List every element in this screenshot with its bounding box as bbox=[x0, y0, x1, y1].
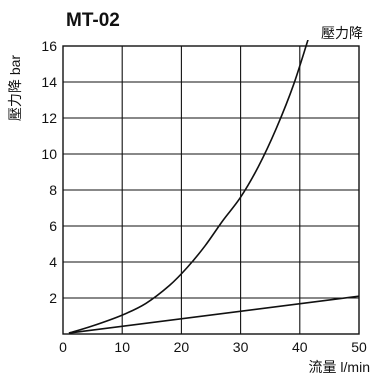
plot-frame bbox=[62, 45, 360, 335]
y-axis-label: 壓力降 bar bbox=[7, 55, 23, 121]
y-tick-label: 4 bbox=[49, 254, 57, 270]
x-tick-label: 30 bbox=[233, 339, 249, 355]
x-tick-label: 50 bbox=[351, 339, 367, 355]
y-tick-label: 2 bbox=[49, 290, 57, 306]
x-tick-label: 10 bbox=[114, 339, 130, 355]
chart-title: MT-02 bbox=[66, 10, 120, 31]
series-label: 壓力降 bbox=[321, 25, 363, 41]
x-tick-label: 0 bbox=[59, 339, 67, 355]
tick-labels: 0 10 20 30 40 50 2 4 6 8 10 12 14 16 bbox=[41, 38, 367, 355]
grid bbox=[63, 46, 359, 334]
y-tick-label: 12 bbox=[41, 110, 57, 126]
y-tick-label: 6 bbox=[49, 218, 57, 234]
series-group bbox=[68, 40, 360, 334]
y-tick-label: 16 bbox=[41, 38, 57, 54]
x-tick-label: 40 bbox=[292, 339, 308, 355]
x-axis-label: 流量 l/min bbox=[309, 359, 370, 375]
series-line-1 bbox=[68, 295, 360, 334]
series-line-0 bbox=[68, 40, 309, 334]
y-tick-label: 10 bbox=[41, 146, 57, 162]
x-tick-label: 20 bbox=[174, 339, 190, 355]
y-tick-label: 14 bbox=[41, 74, 57, 90]
y-tick-label: 8 bbox=[49, 182, 57, 198]
